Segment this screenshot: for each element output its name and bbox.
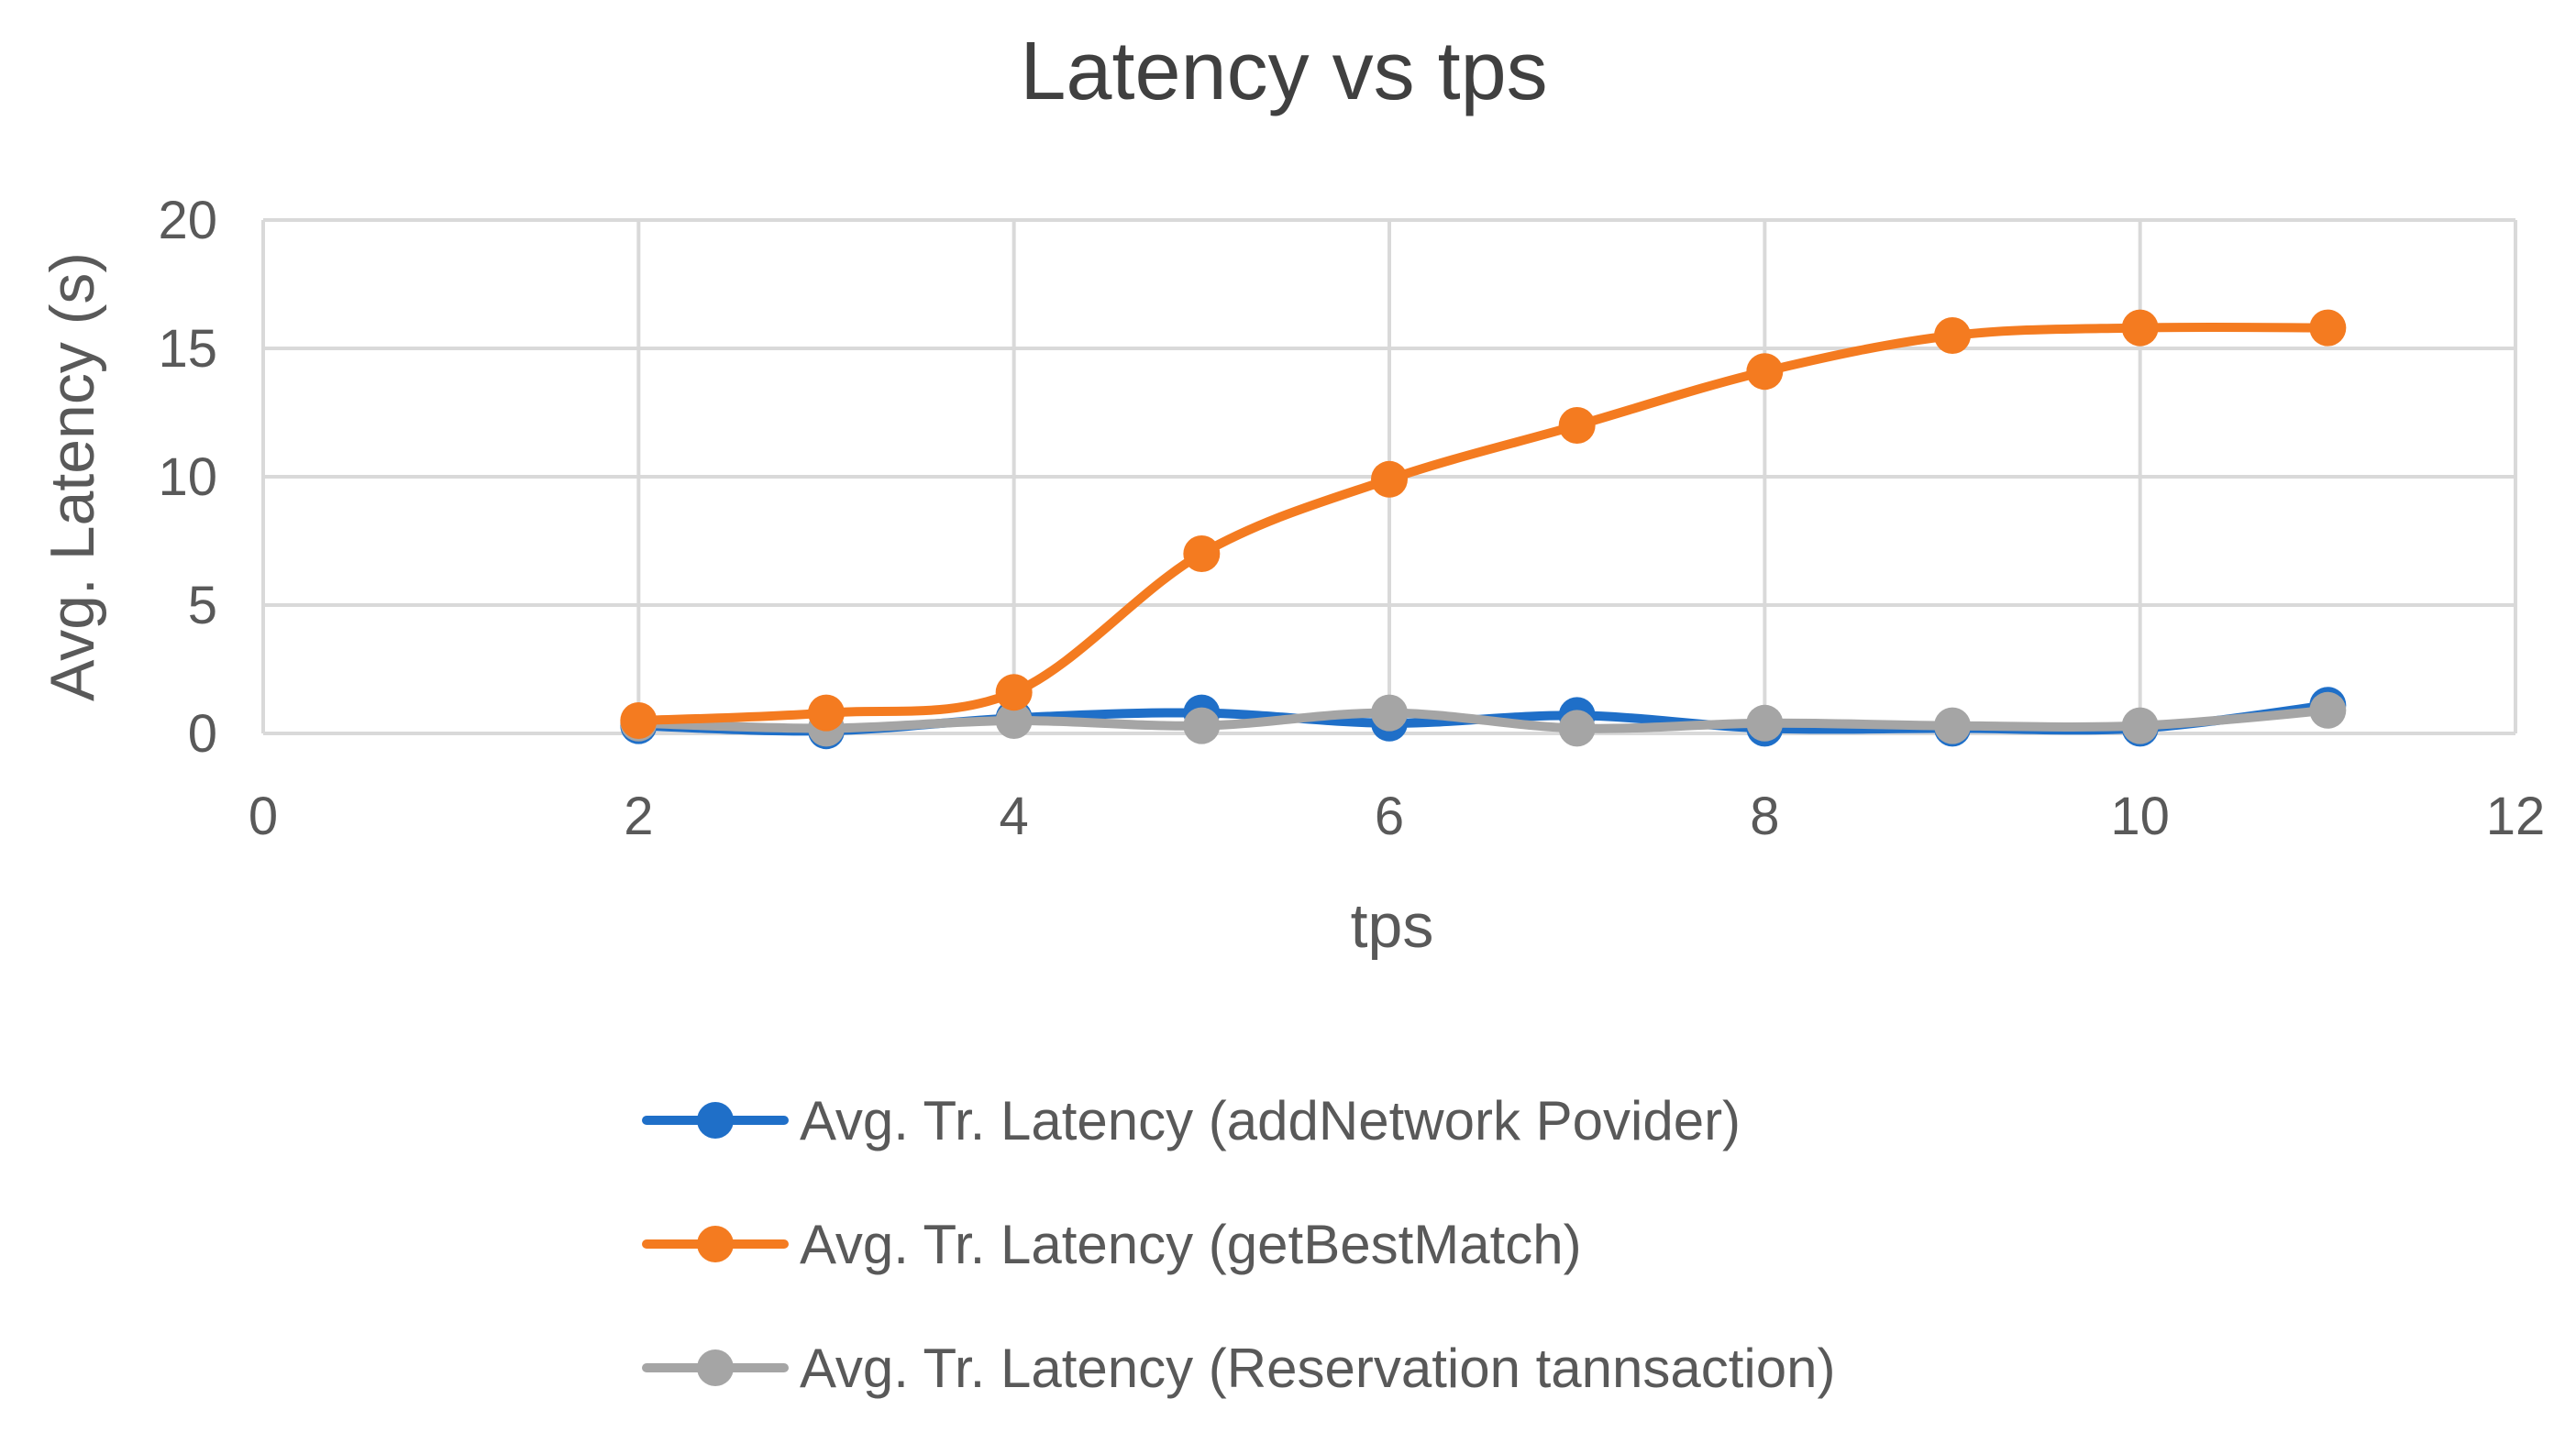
y-tick-label: 5: [188, 576, 217, 635]
y-axis-title: Avg. Latency (s): [38, 252, 107, 701]
x-tick-label: 2: [624, 787, 653, 846]
series-layer: [620, 309, 2347, 750]
y-tick-label: 20: [158, 191, 217, 250]
data-point: [2309, 309, 2347, 347]
y-tick-label: 0: [188, 704, 217, 764]
data-point: [1371, 694, 1408, 732]
legend-item: Avg. Tr. Latency (addNetwork Povider): [642, 1090, 1741, 1151]
legend-label: Avg. Tr. Latency (getBestMatch): [800, 1214, 1582, 1275]
x-axis-title: tps: [1351, 891, 1434, 961]
data-point: [1746, 704, 1784, 742]
y-tick-label: 15: [158, 319, 217, 379]
legend-label: Avg. Tr. Latency (addNetwork Povider): [800, 1090, 1741, 1151]
x-tick-label: 0: [249, 787, 278, 846]
x-tick-label: 8: [1750, 787, 1779, 846]
data-point: [1934, 317, 1971, 354]
data-point: [2121, 309, 2159, 347]
series-1: [620, 309, 2347, 739]
data-point: [1558, 710, 1596, 747]
data-point: [1558, 407, 1596, 444]
legend-item: Avg. Tr. Latency (Reservation tannsactio…: [642, 1338, 1835, 1399]
data-point: [1371, 460, 1408, 498]
x-tick-label: 6: [1375, 787, 1404, 846]
data-point: [1746, 353, 1784, 391]
x-tick-label: 4: [1000, 787, 1029, 846]
data-point: [995, 674, 1033, 711]
series-2: [620, 691, 2347, 747]
data-point: [1934, 707, 1971, 744]
chart-title: Latency vs tps: [1020, 26, 1547, 117]
data-point: [1183, 707, 1221, 744]
series-line: [634, 322, 2333, 725]
data-point: [2121, 707, 2159, 744]
data-point: [995, 702, 1033, 739]
data-point: [808, 694, 845, 732]
legend: Avg. Tr. Latency (addNetwork Povider) Avg…: [642, 1090, 1835, 1399]
legend-marker: [697, 1226, 734, 1262]
data-point: [2309, 691, 2347, 729]
x-tick-label: 12: [2486, 787, 2546, 846]
legend-label: Avg. Tr. Latency (Reservation tannsactio…: [800, 1338, 1835, 1399]
data-point: [1183, 535, 1221, 572]
legend-marker: [697, 1349, 734, 1386]
y-tick-label: 10: [158, 447, 217, 507]
legend-item: Avg. Tr. Latency (getBestMatch): [642, 1214, 1582, 1275]
legend-marker: [697, 1102, 734, 1139]
data-point: [620, 702, 658, 739]
series-line: [634, 705, 2333, 733]
x-tick-label: 10: [2110, 787, 2170, 846]
tick-labels: 0 5 10 15 20 0 2 4 6 8 10 12: [158, 191, 2545, 846]
